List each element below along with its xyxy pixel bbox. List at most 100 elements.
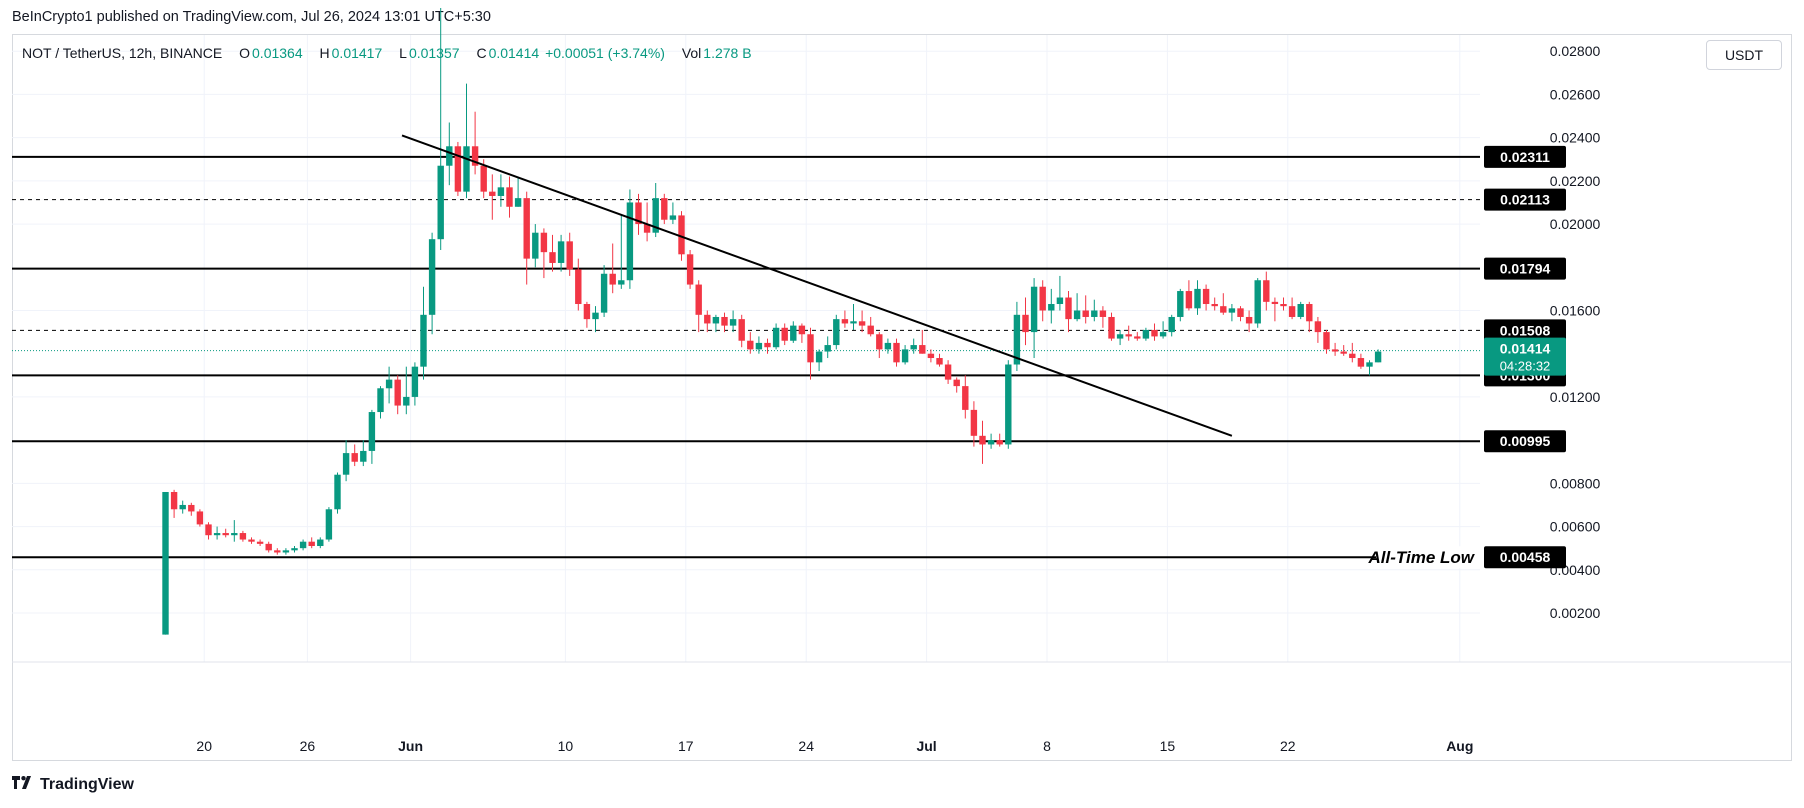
candle-body bbox=[1108, 316, 1115, 339]
candle-body bbox=[514, 198, 522, 207]
candle-body bbox=[1366, 362, 1373, 367]
publisher-line: BeInCrypto1 published on TradingView.com… bbox=[12, 9, 491, 25]
level-price-tag bbox=[1484, 546, 1566, 569]
candle-body bbox=[686, 254, 694, 285]
y-tick-label: 0.02400 bbox=[1550, 130, 1601, 146]
candle-body bbox=[1134, 336, 1141, 339]
candle-body bbox=[1194, 288, 1201, 309]
candle-body bbox=[291, 548, 298, 551]
candle-body bbox=[815, 351, 823, 363]
x-tick-label: 24 bbox=[798, 738, 814, 754]
legend-close-label: C bbox=[476, 45, 487, 61]
legend-high-value: 0.01417 bbox=[331, 45, 383, 61]
candle-body bbox=[239, 533, 247, 540]
candle-body bbox=[368, 412, 376, 451]
candle-body bbox=[1056, 297, 1064, 305]
candle-body bbox=[841, 319, 849, 324]
currency-button[interactable]: USDT bbox=[1706, 40, 1782, 70]
candle-body bbox=[1125, 334, 1132, 337]
annotation-bg bbox=[1376, 546, 1480, 569]
candle-body bbox=[867, 325, 874, 335]
candle-body bbox=[411, 366, 419, 397]
candle-body bbox=[1099, 310, 1107, 317]
candle-body bbox=[231, 533, 238, 536]
candle-body bbox=[858, 321, 866, 326]
candle-body bbox=[962, 386, 969, 410]
candle-body bbox=[454, 146, 462, 192]
candle-body bbox=[1323, 332, 1330, 350]
x-tick-label: Aug bbox=[1446, 738, 1473, 754]
candle-body bbox=[162, 491, 169, 635]
current-price-label: 0.01414 bbox=[1500, 341, 1551, 357]
candle-body bbox=[1340, 351, 1347, 354]
legend-low-value: 0.01357 bbox=[408, 45, 460, 61]
candle-body bbox=[342, 453, 350, 475]
candle-body bbox=[1142, 329, 1150, 339]
candle-body bbox=[575, 269, 582, 305]
candle-body bbox=[987, 440, 995, 445]
candle-body bbox=[1331, 349, 1339, 352]
candle-body bbox=[360, 450, 367, 462]
legend-open-label: O bbox=[239, 45, 251, 61]
current-price-tag bbox=[1484, 337, 1566, 376]
candle-body bbox=[1374, 351, 1382, 363]
candle-body bbox=[583, 304, 591, 320]
candle-body bbox=[1271, 301, 1279, 305]
candle-body bbox=[437, 165, 444, 240]
candle-body bbox=[351, 453, 358, 462]
candle-body bbox=[704, 314, 711, 324]
legend-change: +0.00051 (+3.74%) bbox=[545, 45, 665, 61]
legend-low-label: L bbox=[399, 45, 407, 61]
legend-volume-value: 1.278 B bbox=[703, 45, 752, 61]
candle-body bbox=[265, 543, 272, 551]
candle-body bbox=[377, 388, 384, 413]
candle-body bbox=[893, 342, 900, 363]
candle-body bbox=[532, 232, 539, 259]
y-tick-label: 0.01200 bbox=[1550, 389, 1601, 405]
candle-body bbox=[755, 342, 763, 350]
candle-body bbox=[1349, 353, 1356, 359]
candle-body bbox=[798, 325, 806, 335]
candle-body bbox=[970, 409, 978, 436]
x-tick-label: 22 bbox=[1280, 738, 1296, 754]
candle-body bbox=[927, 353, 935, 359]
candle-body bbox=[729, 319, 737, 326]
candle-body bbox=[979, 435, 986, 445]
candle-body bbox=[489, 191, 496, 196]
candle-body bbox=[721, 316, 728, 326]
legend-symbol[interactable]: NOT / TetherUS, 12h, BINANCE bbox=[22, 45, 223, 61]
candle-body bbox=[1116, 334, 1124, 339]
candle-body bbox=[1202, 288, 1210, 305]
candle-body bbox=[1048, 304, 1055, 311]
candle-body bbox=[188, 504, 195, 512]
candle-body bbox=[471, 146, 479, 166]
tradingview-logo[interactable]: TradingView bbox=[12, 776, 134, 794]
candle-body bbox=[652, 198, 659, 233]
y-tick-label: 0.02000 bbox=[1550, 216, 1601, 232]
candle-body bbox=[1177, 291, 1184, 317]
y-tick-label: 0.00600 bbox=[1550, 519, 1601, 535]
candle-body bbox=[1314, 321, 1322, 333]
candle-body bbox=[420, 314, 427, 367]
candle-body bbox=[1228, 308, 1236, 313]
candle-body bbox=[385, 379, 393, 389]
candle-body bbox=[317, 539, 324, 547]
y-tick-label: 0.02200 bbox=[1550, 173, 1601, 189]
candle-body bbox=[876, 334, 883, 350]
level-price-tag bbox=[1484, 145, 1566, 168]
candle-body bbox=[833, 319, 840, 346]
candle-body bbox=[747, 340, 754, 350]
candle-body bbox=[807, 334, 814, 363]
candle-body bbox=[1211, 304, 1218, 307]
candle-body bbox=[661, 198, 668, 220]
candle-body bbox=[618, 280, 625, 285]
candle-body bbox=[678, 215, 685, 255]
candle-body bbox=[1030, 286, 1038, 333]
candle-body bbox=[609, 273, 616, 285]
candle-body bbox=[540, 232, 548, 253]
level-price-tag bbox=[1484, 430, 1566, 453]
x-tick-label: 10 bbox=[558, 738, 574, 754]
candle-body bbox=[1151, 329, 1158, 337]
